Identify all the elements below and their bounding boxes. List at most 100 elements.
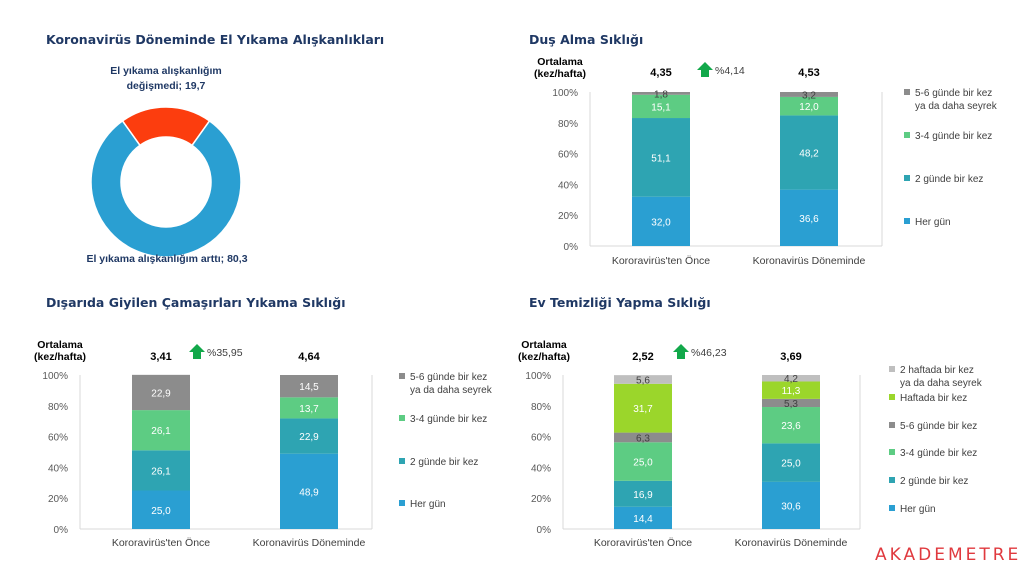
- ev-legend-label: ya da daha seyrek: [900, 378, 983, 389]
- dus-change-percent: %4,14: [715, 65, 745, 77]
- dus-legend-swatch: [904, 89, 910, 95]
- ev-y-tick-label: 0%: [537, 525, 552, 536]
- donut-slice-increased: [90, 119, 242, 258]
- camasir-bar-segment: [280, 418, 338, 454]
- dus-bar-value-label: 48,2: [799, 149, 819, 160]
- camasir-bar-value-label: 25,0: [151, 506, 171, 517]
- ev-avg-header-line1: Ortalama: [521, 339, 567, 351]
- ev-legend-swatch: [889, 394, 895, 400]
- ev-bar-segment: [614, 480, 672, 507]
- dus-legend-label: Her gün: [915, 217, 951, 228]
- ev-legend-swatch: [889, 449, 895, 455]
- camasir-bar-value-label: 14,5: [299, 382, 319, 393]
- camasir-bar-value-label: 13,7: [299, 404, 319, 415]
- camasir-legend-swatch: [399, 458, 405, 464]
- camasir-bar-value-label: 22,9: [151, 388, 171, 399]
- ev-bar-value-label: 25,0: [781, 459, 801, 470]
- dus-legend-swatch: [904, 132, 910, 138]
- ev-average-value: 3,69: [780, 351, 801, 363]
- camasir-legend-swatch: [399, 500, 405, 506]
- ev-average-value: 2,52: [632, 351, 653, 363]
- ev-bar-value-label: 31,7: [633, 404, 653, 415]
- ev-bar-value-label: 11,3: [782, 386, 801, 397]
- ev-bar-segment: [614, 432, 672, 443]
- dus-bar-value-label: 12,0: [799, 102, 819, 113]
- dus-y-tick-label: 100%: [552, 88, 578, 99]
- dus-category-label: Kororavirüs'ten Önce: [612, 255, 710, 267]
- camasir-bar-value-label: 26,1: [151, 466, 171, 477]
- camasir-stacked-bar-chart: 0% 20% 40% 60% 80% 100% Ortalama(kez/hafta) %35…: [34, 339, 493, 549]
- dus-legend-label: 2 günde bir kez: [915, 174, 983, 185]
- dus-bar-value-label: 15,1: [651, 102, 671, 113]
- camasir-arrow-up-icon: [189, 344, 205, 359]
- camasir-avg-header-line1: Ortalama: [37, 339, 83, 351]
- dus-legend-label: 3-4 günde bir kez: [915, 131, 992, 142]
- dus-bar-segment: [632, 118, 690, 197]
- camasir-change-percent: %35,95: [207, 347, 243, 359]
- ev-legend-label: 5-6 günde bir kez: [900, 421, 977, 432]
- camasir-chart-title: Dışarıda Giyilen Çamaşırları Yıkama Sıkl…: [46, 295, 346, 310]
- camasir-y-tick-label: 40%: [48, 463, 68, 474]
- camasir-bar-value-label: 22,9: [299, 432, 319, 443]
- camasir-y-tick-label: 80%: [48, 402, 68, 413]
- ev-stacked-bar-chart: 0% 20% 40% 60% 80% 100% Ortalama(kez/hafta) %46…: [518, 339, 983, 549]
- camasir-bar-segment: [132, 450, 190, 491]
- ev-legend-swatch: [889, 366, 895, 372]
- camasir-average-value: 3,41: [150, 351, 171, 363]
- camasir-bar-segment: [280, 375, 338, 398]
- camasir-bar-segment: [132, 410, 190, 451]
- dus-arrow-up-icon: [697, 62, 713, 77]
- camasir-legend-label: Her gün: [410, 499, 446, 510]
- dus-y-tick-label: 40%: [558, 180, 578, 191]
- ev-bar-value-label: 5,6: [636, 375, 650, 386]
- camasir-y-tick-label: 0%: [54, 525, 69, 536]
- dus-bar-value-label: 51,1: [651, 153, 671, 164]
- ev-legend-swatch: [889, 477, 895, 483]
- dus-y-tick-label: 20%: [558, 211, 578, 222]
- dus-bar-value-label: 1,8: [654, 89, 668, 100]
- dus-bar-segment: [632, 94, 690, 119]
- camasir-category-label: Kororavirüs'ten Önce: [112, 537, 210, 549]
- ev-bar-segment: [762, 381, 820, 399]
- ev-bar-segment: [762, 398, 820, 408]
- ev-bar-segment: [614, 442, 672, 481]
- dus-y-tick-label: 0%: [564, 242, 579, 253]
- ev-bar-segment: [614, 383, 672, 433]
- dus-average-value: 4,35: [650, 67, 671, 79]
- ev-legend-swatch: [889, 505, 895, 511]
- dus-bar-value-label: 32,0: [651, 217, 671, 228]
- ev-bar-segment: [614, 506, 672, 529]
- donut-label-unchanged-line1: El yıkama alışkanlığım: [110, 65, 221, 77]
- camasir-bar-segment: [132, 490, 190, 529]
- camasir-y-tick-label: 60%: [48, 433, 68, 444]
- ev-legend-label: Haftada bir kez: [900, 393, 967, 404]
- ev-chart-title: Ev Temizliği Yapma Sıklığı: [529, 295, 711, 310]
- ev-arrow-up-icon: [673, 344, 689, 359]
- dus-legend-swatch: [904, 218, 910, 224]
- dus-average-value: 4,53: [798, 67, 819, 79]
- ev-bar-segment: [762, 375, 820, 382]
- camasir-bar-value-label: 26,1: [151, 426, 171, 437]
- dus-avg-header-line1: Ortalama: [537, 56, 583, 68]
- ev-y-tick-label: 60%: [531, 433, 551, 444]
- ev-y-tick-label: 20%: [531, 494, 551, 505]
- ev-legend-swatch: [889, 422, 895, 428]
- ev-avg-header-line2: (kez/hafta): [518, 351, 570, 363]
- camasir-y-tick-label: 20%: [48, 494, 68, 505]
- ev-change-percent: %46,23: [691, 347, 727, 359]
- hand-chart-title: Koronavirüs Döneminde El Yıkama Alışkanl…: [46, 32, 384, 47]
- ev-legend-label: 2 haftada bir kez: [900, 365, 974, 376]
- dus-stacked-bar-chart: 0% 20% 40% 60% 80% 100% Ortalama(kez/hafta) %4,…: [534, 56, 998, 267]
- ev-legend-label: 3-4 günde bir kez: [900, 448, 977, 459]
- ev-category-label: Koronavirüs Döneminde: [735, 537, 848, 549]
- ev-bar-value-label: 16,9: [633, 490, 653, 501]
- ev-y-tick-label: 80%: [531, 402, 551, 413]
- ev-bar-value-label: 23,6: [781, 421, 801, 432]
- ev-bar-value-label: 6,3: [636, 433, 650, 444]
- dus-legend-label: ya da daha seyrek: [915, 101, 998, 112]
- camasir-average-value: 4,64: [298, 351, 320, 363]
- ev-y-tick-label: 40%: [531, 463, 551, 474]
- ev-bar-value-label: 30,6: [781, 501, 801, 512]
- dus-bar-value-label: 3,2: [802, 90, 816, 101]
